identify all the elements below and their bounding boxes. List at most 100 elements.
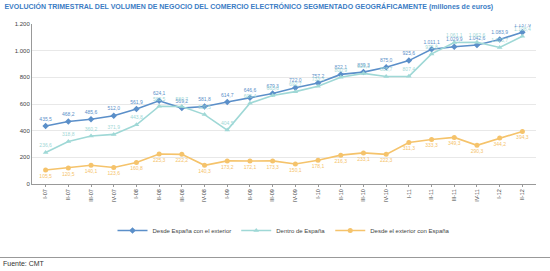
svg-text:606,4: 606,4 (244, 93, 257, 99)
svg-text:III-07: III-07 (88, 189, 94, 202)
svg-text:II-09: II-09 (247, 189, 253, 200)
svg-text:1.029,9: 1.029,9 (446, 36, 463, 42)
svg-text:800: 800 (20, 74, 31, 80)
svg-text:757,2: 757,2 (312, 73, 325, 79)
svg-text:360,2: 360,2 (85, 126, 98, 132)
svg-text:663,6: 663,6 (266, 85, 279, 91)
svg-text:569,2: 569,2 (176, 98, 189, 104)
svg-text:443,8: 443,8 (130, 114, 143, 120)
svg-text:222,3: 222,3 (380, 157, 393, 163)
svg-text:III-10: III-10 (360, 189, 366, 202)
svg-text:I-08: I-08 (133, 189, 139, 198)
svg-text:140,3: 140,3 (198, 168, 211, 174)
svg-text:733,3: 733,3 (312, 76, 325, 82)
svg-text:1.062,6: 1.062,6 (469, 32, 486, 38)
svg-text:1.011,1: 1.011,1 (423, 39, 440, 45)
svg-text:520,5: 520,5 (198, 104, 211, 110)
svg-text:311,3: 311,3 (403, 145, 415, 151)
svg-text:I-07: I-07 (42, 189, 48, 198)
svg-text:173,2: 173,2 (221, 164, 234, 170)
svg-text:1.083,9: 1.083,9 (491, 29, 508, 35)
svg-text:216,3: 216,3 (335, 158, 348, 164)
svg-text:975,8: 975,8 (425, 44, 438, 50)
svg-text:1.108,4: 1.108,4 (514, 26, 531, 32)
svg-text:IV-08: IV-08 (201, 189, 207, 202)
svg-text:318,8: 318,8 (62, 131, 75, 137)
svg-text:829,3: 829,3 (357, 63, 370, 69)
svg-text:349,3: 349,3 (448, 140, 461, 146)
svg-text:404,5: 404,5 (221, 120, 234, 126)
svg-text:580,7: 580,7 (176, 96, 189, 102)
svg-text:800,9: 800,9 (335, 67, 348, 73)
svg-text:722,0: 722,0 (289, 77, 302, 83)
svg-text:400: 400 (20, 128, 31, 134)
svg-text:1.000: 1.000 (15, 48, 31, 54)
svg-text:123,6: 123,6 (107, 170, 120, 176)
svg-text:581,8: 581,8 (198, 96, 211, 102)
svg-text:485,6: 485,6 (85, 109, 98, 115)
svg-text:II-12: II-12 (519, 189, 525, 200)
svg-text:822,1: 822,1 (335, 64, 348, 70)
svg-text:1.023,7: 1.023,7 (491, 37, 508, 43)
svg-text:IV-11: IV-11 (474, 189, 480, 201)
svg-text:III-11: III-11 (451, 189, 457, 201)
svg-text:371,9: 371,9 (107, 124, 120, 130)
svg-text:150,1: 150,1 (289, 167, 302, 173)
svg-text:468,2: 468,2 (62, 111, 75, 117)
svg-text:172,1: 172,1 (244, 164, 257, 170)
svg-text:III-08: III-08 (179, 189, 185, 202)
svg-text:692,7: 692,7 (289, 81, 302, 87)
svg-text:624,1: 624,1 (153, 90, 166, 96)
svg-text:Desde España con el exterior: Desde España con el exterior (153, 228, 232, 234)
svg-text:222,2: 222,2 (176, 157, 189, 163)
svg-text:679,3: 679,3 (266, 83, 279, 89)
svg-text:225,3: 225,3 (153, 157, 166, 163)
svg-text:173,3: 173,3 (266, 164, 279, 170)
svg-text:333,3: 333,3 (425, 142, 438, 148)
svg-text:IV-09: IV-09 (292, 189, 298, 202)
svg-text:583,5: 583,5 (153, 96, 166, 102)
svg-text:344,2: 344,2 (493, 141, 506, 147)
svg-text:160,8: 160,8 (130, 165, 143, 171)
svg-text:925,6: 925,6 (403, 50, 416, 56)
svg-text:I-10: I-10 (315, 189, 321, 198)
svg-text:I-09: I-09 (224, 189, 230, 198)
html-text:Fuente: CMT: Fuente: CMT (3, 260, 44, 267)
svg-text:614,7: 614,7 (221, 92, 234, 98)
svg-text:512,0: 512,0 (107, 105, 120, 111)
svg-text:1.137,9: 1.137,9 (514, 24, 531, 28)
svg-text:178,1: 178,1 (312, 163, 325, 169)
svg-text:561,9: 561,9 (130, 99, 143, 105)
svg-text:839,3: 839,3 (357, 62, 370, 68)
svg-text:140,1: 140,1 (85, 168, 98, 174)
svg-text:II-07: II-07 (65, 189, 71, 200)
svg-text:807,4: 807,4 (403, 66, 416, 72)
svg-text:233,1: 233,1 (357, 156, 370, 162)
svg-text:394,3: 394,3 (516, 134, 529, 140)
svg-text:290,3: 290,3 (471, 148, 484, 154)
svg-text:Dentro de España: Dentro de España (276, 228, 325, 234)
svg-text:1.061,1: 1.061,1 (446, 32, 463, 38)
svg-text:600: 600 (20, 101, 31, 107)
svg-text:120,5: 120,5 (62, 171, 75, 177)
svg-text:I-12: I-12 (496, 189, 502, 198)
svg-text:875,0: 875,0 (380, 57, 393, 63)
svg-text:236,6: 236,6 (39, 142, 52, 148)
svg-text:646,6: 646,6 (244, 87, 257, 93)
svg-text:200: 200 (20, 154, 31, 160)
svg-text:II-11: II-11 (428, 189, 434, 200)
svg-text:II-10: II-10 (338, 189, 344, 200)
svg-text:I-11: I-11 (406, 189, 412, 198)
svg-text:II-08: II-08 (156, 189, 162, 200)
svg-text:1.200: 1.200 (15, 21, 31, 27)
svg-text:1.042,6: 1.042,6 (469, 35, 486, 41)
svg-text:0: 0 (26, 181, 30, 187)
svg-text:435,5: 435,5 (39, 116, 52, 122)
svg-text:IV-10: IV-10 (383, 189, 389, 202)
svg-text:805,7: 805,7 (380, 66, 393, 72)
svg-text:Desde el exterior con España: Desde el exterior con España (370, 228, 449, 234)
svg-text:III-09: III-09 (269, 189, 275, 202)
svg-text:EVOLUCIÓN TRIMESTRAL DEL VOLUM: EVOLUCIÓN TRIMESTRAL DEL VOLUMEN DE NEGO… (4, 2, 493, 11)
svg-text:105,5: 105,5 (39, 173, 52, 179)
svg-text:IV-07: IV-07 (111, 189, 117, 202)
